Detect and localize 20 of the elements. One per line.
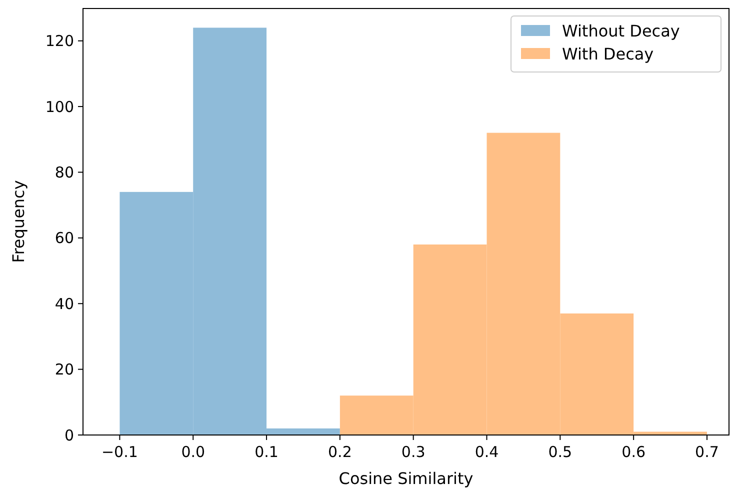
x-tick-label: 0.2 [328, 443, 352, 461]
x-tick-label: 0.4 [474, 443, 499, 461]
x-axis-title: Cosine Similarity [338, 469, 474, 488]
y-tick-label: 40 [54, 294, 74, 313]
x-tick-label: 0.3 [401, 443, 426, 461]
y-tick-label: 120 [45, 32, 74, 50]
y-tick-label: 60 [54, 229, 74, 248]
x-tick-label: 0.7 [695, 443, 719, 461]
y-tick-label: 100 [45, 98, 74, 116]
x-tick-label: 0.0 [181, 443, 206, 461]
x-tick-label: 0.5 [548, 443, 572, 461]
legend-label: Without Decay [562, 22, 680, 41]
legend-label: With Decay [562, 44, 654, 64]
y-tick-label: 20 [54, 360, 74, 379]
x-tick-label: 0.6 [622, 443, 646, 461]
y-tick-label: 80 [54, 163, 74, 182]
x-tick-label: 0.1 [254, 443, 278, 461]
y-axis-title: Frequency [9, 180, 28, 263]
y-tick-label: 0 [64, 426, 74, 444]
x-tick-label: −0.1 [101, 443, 138, 461]
